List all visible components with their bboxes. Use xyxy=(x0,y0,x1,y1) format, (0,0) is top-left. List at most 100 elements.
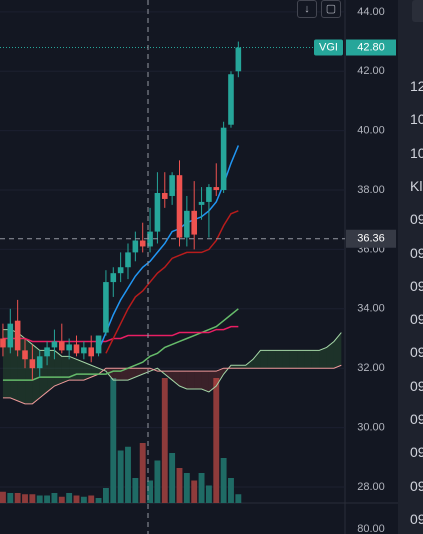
candle-body xyxy=(7,323,14,348)
cloud-fill xyxy=(135,368,143,378)
volume-bar xyxy=(110,378,117,503)
cloud-fill xyxy=(113,368,121,381)
volume-bar xyxy=(95,498,102,503)
volume-bar xyxy=(183,473,190,503)
side-row[interactable]: 09 xyxy=(410,344,423,361)
candle-body xyxy=(44,347,50,357)
cloud-fill xyxy=(230,365,239,369)
cloud-fill xyxy=(282,350,290,369)
side-row[interactable]: 10 xyxy=(410,144,423,161)
candle-body xyxy=(0,338,6,348)
cloud-span-b xyxy=(2,364,342,405)
cloud-fill xyxy=(253,350,261,369)
candle-body xyxy=(198,201,205,205)
scroll-down-button[interactable]: ↓ xyxy=(297,0,317,18)
candle-body xyxy=(132,240,139,253)
cloud-fill xyxy=(25,338,33,404)
cloud-fill xyxy=(304,350,312,369)
volume-bar xyxy=(169,453,176,503)
y-tick-label: 40.00 xyxy=(357,125,385,137)
y-tick-label: 32.00 xyxy=(357,362,385,374)
volume-bar xyxy=(88,495,95,503)
cloud-fill xyxy=(326,341,334,369)
volume-bar xyxy=(44,495,51,503)
candle-body xyxy=(22,350,28,360)
cloud-fill xyxy=(208,371,217,392)
side-row[interactable]: 09 xyxy=(410,377,423,394)
volume-bar xyxy=(154,460,161,503)
cloud-fill xyxy=(32,344,40,404)
cloud-fill xyxy=(216,368,224,387)
candle-body xyxy=(206,187,212,202)
volume-bar xyxy=(176,468,183,503)
candle-body xyxy=(184,210,190,238)
volume-bar xyxy=(205,485,212,503)
volume-bar xyxy=(7,493,14,503)
candle-body xyxy=(66,344,72,351)
cloud-fill xyxy=(319,347,327,369)
cloud-fill xyxy=(238,365,246,369)
y-tick-label: 42.00 xyxy=(357,65,385,77)
volume-bar xyxy=(51,493,58,503)
volume-bar xyxy=(102,488,109,503)
candle-body xyxy=(117,267,124,274)
cloud-fill xyxy=(194,371,202,389)
crosshair-badge xyxy=(346,229,396,248)
indicator-line xyxy=(97,145,240,351)
candle-body xyxy=(14,320,21,351)
volume-bar xyxy=(117,450,124,503)
volume-bar xyxy=(22,494,28,503)
volume-bar xyxy=(0,491,6,503)
y-tick-label: 34.00 xyxy=(357,303,385,315)
candle-body xyxy=(213,187,220,191)
candle-body xyxy=(73,344,80,354)
crosshair-label: 36.36 xyxy=(357,233,385,245)
volume-bar xyxy=(139,443,146,503)
y-tick-label: 44.00 xyxy=(357,6,385,18)
candle-body xyxy=(29,359,36,369)
cloud-fill xyxy=(275,350,283,369)
candle-body xyxy=(154,193,161,232)
volume-bar xyxy=(235,494,242,503)
side-row[interactable]: 09 xyxy=(410,277,423,294)
volume-bar xyxy=(191,480,198,503)
chart: 28.0030.0032.0034.0036.0038.0040.0042.00… xyxy=(0,0,398,534)
indicator-line xyxy=(105,210,239,354)
side-row[interactable]: 10 xyxy=(410,111,423,128)
side-row[interactable]: 09 xyxy=(410,211,423,228)
volume-bar xyxy=(58,496,65,503)
candle-body xyxy=(125,252,131,268)
fullscreen-button[interactable]: ▢ xyxy=(321,0,341,18)
volume-bar xyxy=(132,478,139,503)
side-row[interactable]: 09 xyxy=(410,311,423,328)
side-row[interactable]: 09 xyxy=(410,444,423,461)
candle-body xyxy=(51,341,58,348)
candle-body xyxy=(161,193,168,199)
volume-bar xyxy=(125,446,131,503)
y-tick-label: 80.00 xyxy=(357,523,385,534)
cloud-fill xyxy=(179,371,187,389)
cloud-fill xyxy=(76,359,84,381)
candle-body xyxy=(95,335,102,354)
cloud-span-a xyxy=(2,329,342,393)
side-row[interactable]: 09 xyxy=(410,477,423,494)
volume-bar xyxy=(147,480,154,503)
side-row[interactable]: 09 xyxy=(410,244,423,261)
cloud-fill xyxy=(47,350,55,392)
candle-body xyxy=(58,341,65,351)
side-row[interactable]: 12 xyxy=(410,78,423,94)
candle-body xyxy=(220,127,227,191)
candle-body xyxy=(110,273,117,283)
volume-bar xyxy=(220,458,227,503)
candle-body xyxy=(191,210,197,235)
side-panel: 12 10 10 Kl 09 09 09 09 09 09 09 09 09 09 xyxy=(398,0,423,534)
side-row[interactable]: 09 xyxy=(410,411,423,427)
side-row[interactable]: 09 xyxy=(410,510,423,527)
y-tick-label: 28.00 xyxy=(357,481,385,493)
cloud-fill xyxy=(164,371,173,381)
candle-body xyxy=(36,356,43,369)
candle-body xyxy=(88,347,95,357)
volume-bar xyxy=(73,495,80,503)
side-row[interactable]: Kl xyxy=(410,177,423,194)
